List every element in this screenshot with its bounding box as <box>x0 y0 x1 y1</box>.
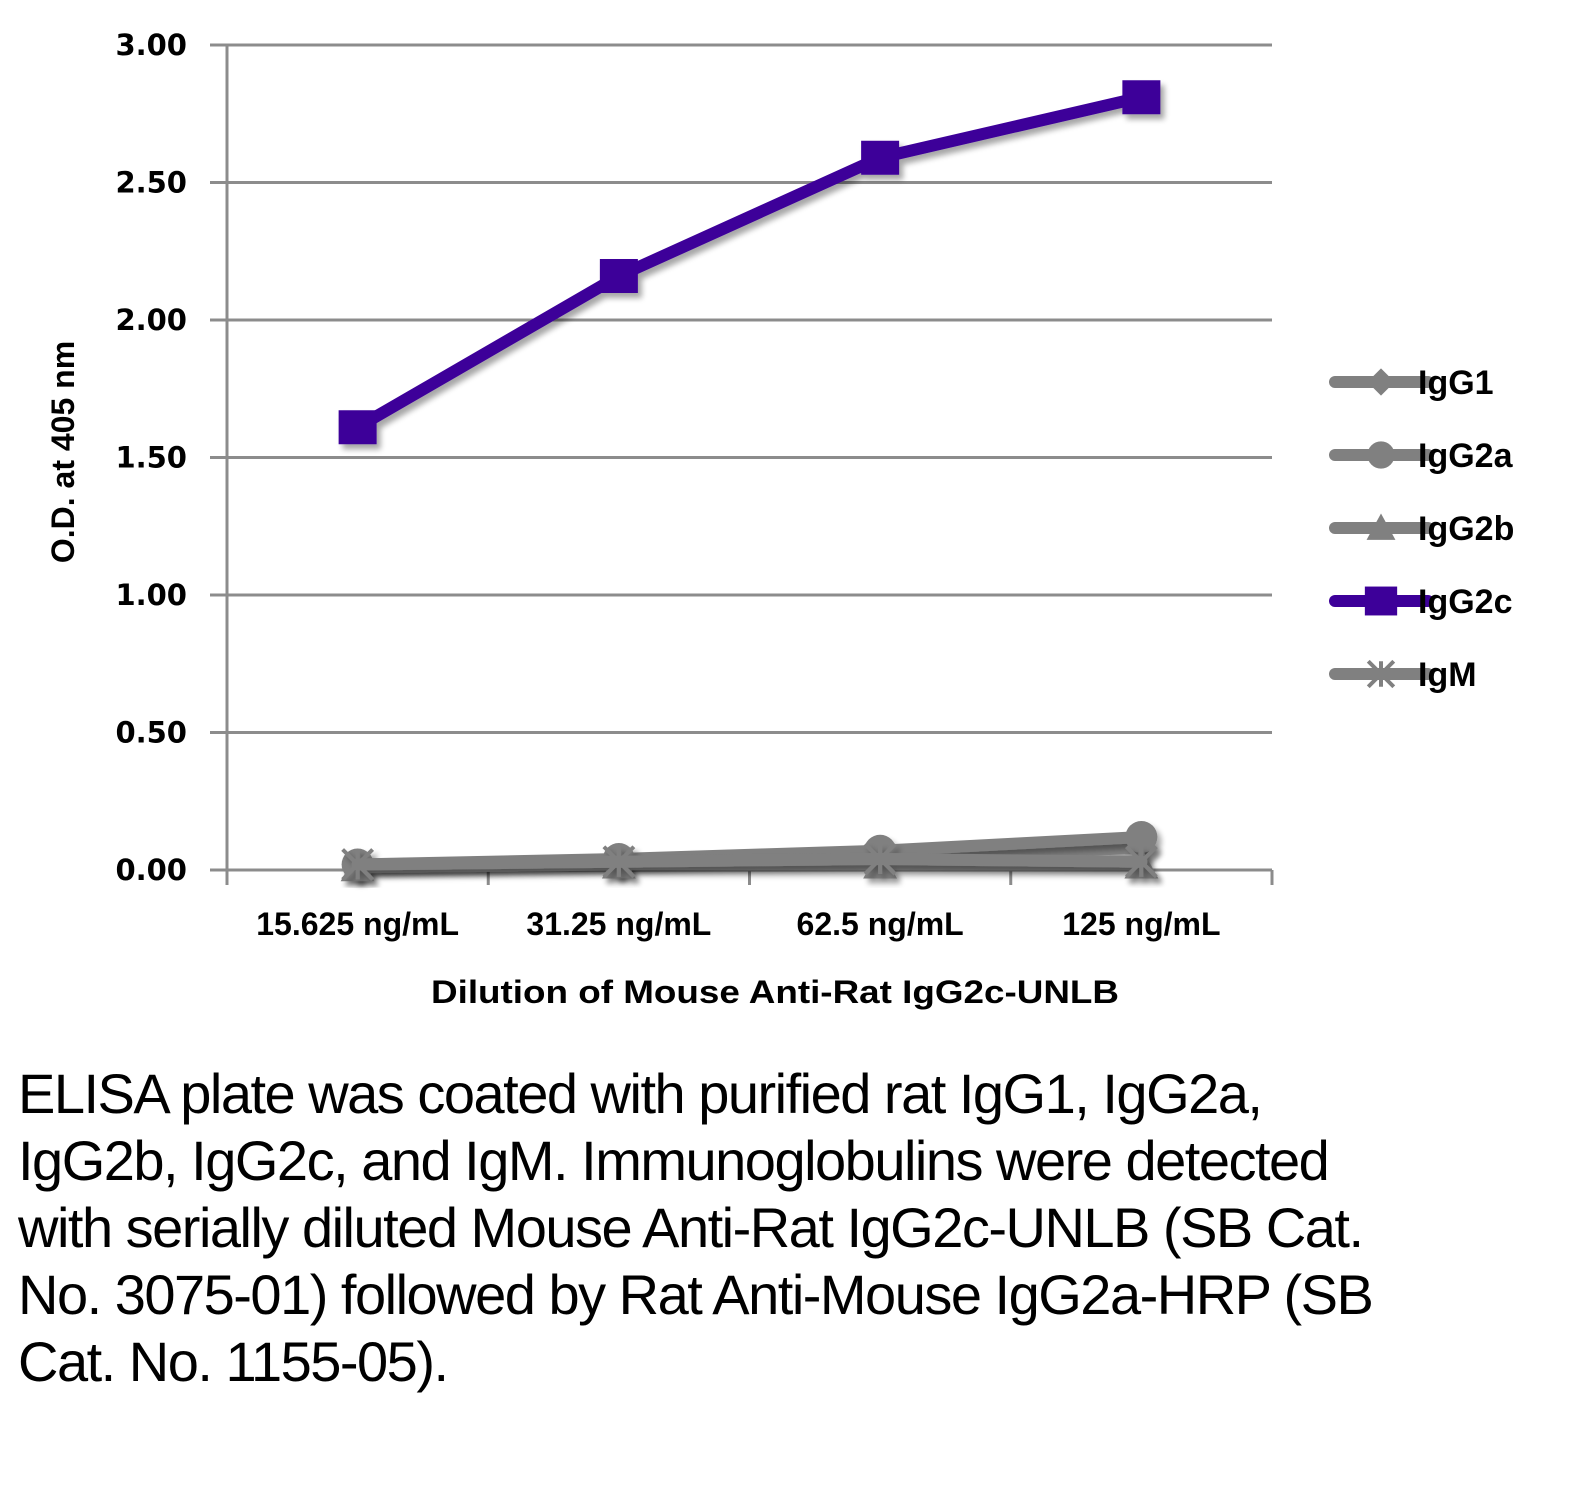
series-line <box>351 853 1148 871</box>
x-tick-label: 125 ng/mL <box>1062 906 1220 942</box>
legend-marker-diamond-icon <box>1367 368 1395 396</box>
y-tick-label: 0.50 <box>115 716 187 750</box>
legend-item: IgG2c <box>1329 583 1512 621</box>
data-point <box>599 259 638 293</box>
y-tick-label: 1.00 <box>115 578 187 612</box>
y-tick-label: 1.50 <box>115 441 187 475</box>
x-axis-title: Dilution of Mouse Anti-Rat IgG2c-UNLB <box>431 974 1119 1010</box>
data-point <box>338 410 377 445</box>
legend-marker-square-icon <box>1364 586 1398 616</box>
series-line <box>351 91 1148 434</box>
legend-item: IgG2b <box>1329 510 1514 548</box>
series-IgM <box>341 842 1158 881</box>
legend-marker-asterisk-icon <box>1366 659 1396 689</box>
x-tick-label: 31.25 ng/mL <box>526 906 711 942</box>
x-tick-labels: 15.625 ng/mL 31.25 ng/mL 62.5 ng/mL 125 ng/… <box>256 906 1220 942</box>
axes <box>210 45 1274 885</box>
legend-marker-triangle-icon <box>1366 513 1396 540</box>
y-tick-label: 3.00 <box>115 28 187 62</box>
data-point <box>341 848 375 881</box>
legend-label: IgG2c <box>1418 583 1512 621</box>
y-axis-title: O.D. at 405 nm <box>45 341 81 563</box>
legend-label: IgG2a <box>1418 437 1514 475</box>
data-point <box>861 140 900 175</box>
x-tick-label: 62.5 ng/mL <box>797 906 964 942</box>
legend: IgG1 IgG2a IgG2b IgG2c IgM <box>1329 364 1514 694</box>
data-point <box>602 845 636 879</box>
data-point <box>863 842 897 876</box>
figure-caption: ELISA plate was coated with purified rat… <box>18 1062 1374 1393</box>
data-point <box>1124 845 1158 879</box>
legend-label: IgM <box>1418 656 1477 694</box>
y-tick-label: 2.50 <box>115 166 187 200</box>
gridlines <box>210 43 1272 872</box>
y-tick-label: 0.00 <box>115 853 187 887</box>
legend-label: IgG1 <box>1418 364 1494 402</box>
legend-item: IgG2a <box>1329 437 1514 475</box>
y-tick-label: 2.00 <box>115 303 187 337</box>
elisa-line-chart: 0.00 0.50 1.00 1.50 2.00 2.50 3.00 15.625 ng/m… <box>45 28 1514 1010</box>
series-IgG2c <box>338 80 1161 445</box>
series-group <box>338 80 1161 882</box>
legend-item: IgG1 <box>1329 364 1494 402</box>
x-tick-label: 15.625 ng/mL <box>256 906 459 942</box>
data-point <box>1122 80 1161 115</box>
legend-item: IgM <box>1329 656 1477 694</box>
y-tick-labels: 0.00 0.50 1.00 1.50 2.00 2.50 3.00 <box>115 28 187 887</box>
data-point <box>1125 821 1158 853</box>
legend-marker-circle-icon <box>1367 441 1395 469</box>
legend-label: IgG2b <box>1418 510 1514 548</box>
